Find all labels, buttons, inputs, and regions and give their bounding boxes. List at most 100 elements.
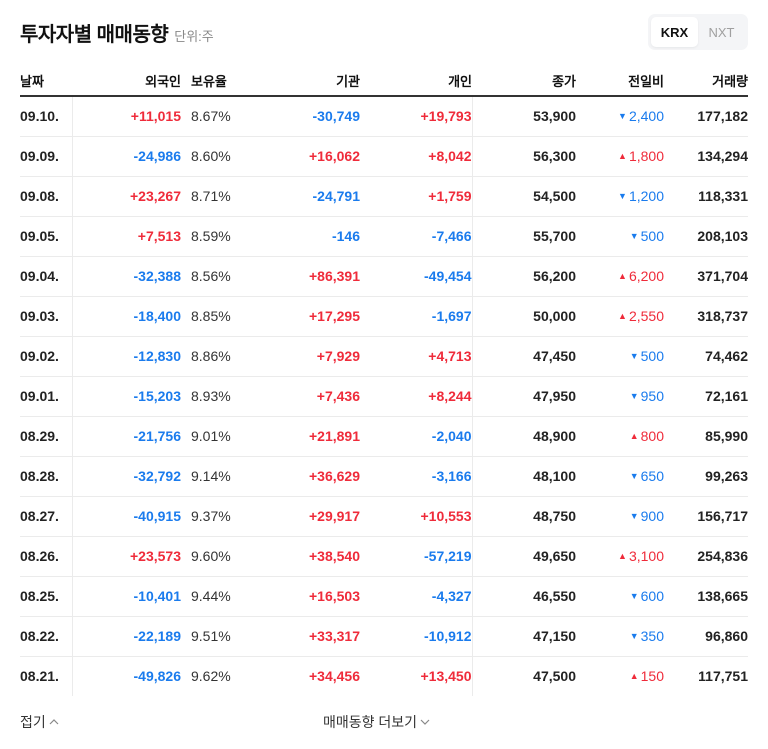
cell-close: 48,900: [472, 416, 576, 457]
cell-close: 50,000: [472, 296, 576, 337]
cell-individual: -49,454: [360, 256, 473, 297]
cell-date: 09.09.: [20, 136, 73, 177]
up-triangle-icon: ▲: [618, 271, 627, 281]
change-value: 6,200: [628, 268, 664, 284]
cell-close: 49,650: [472, 536, 576, 577]
more-trading-label: 매매동향 더보기: [323, 714, 418, 730]
cell-close: 53,900: [472, 96, 576, 137]
cell-individual: -1,697: [360, 296, 473, 337]
column-header-holding: 보유율: [181, 65, 245, 97]
table-row: 08.21. -49,826 9.62% +34,456 +13,450 47,500 ▲ 1…: [20, 656, 748, 696]
cell-volume: 134,294: [664, 136, 748, 177]
cell-institution: +86,391: [245, 256, 360, 297]
cell-change: ▼ 600: [576, 576, 664, 617]
cell-individual: -2,040: [360, 416, 473, 457]
cell-foreign: -40,915: [72, 496, 181, 537]
cell-holding: 9.44%: [181, 576, 245, 617]
cell-individual: -4,327: [360, 576, 473, 617]
investor-trading-table: 날짜 외국인 보유율 기관 개인 종가 전일비 거래량 09.10. +11,01…: [20, 65, 748, 696]
cell-holding: 8.59%: [181, 216, 245, 257]
cell-institution: -30,749: [245, 96, 360, 137]
cell-volume: 99,263: [664, 456, 748, 497]
up-triangle-icon: ▲: [618, 311, 627, 321]
cell-date: 08.26.: [20, 536, 73, 577]
cell-institution: +21,891: [245, 416, 360, 457]
change-value: 1,200: [628, 188, 664, 204]
cell-institution: +38,540: [245, 536, 360, 577]
cell-individual: +8,244: [360, 376, 473, 417]
cell-foreign: -32,792: [72, 456, 181, 497]
cell-volume: 318,737: [664, 296, 748, 337]
cell-institution: +29,917: [245, 496, 360, 537]
market-option-nxt[interactable]: NXT: [708, 24, 735, 40]
cell-date: 08.21.: [20, 656, 73, 696]
chevron-up-icon: [49, 719, 59, 725]
cell-close: 54,500: [472, 176, 576, 217]
cell-change: ▲ 6,200: [576, 256, 664, 297]
cell-foreign: -12,830: [72, 336, 181, 377]
market-option-krx[interactable]: KRX: [651, 17, 698, 47]
change-value: 150: [640, 668, 664, 685]
cell-change: ▼ 650: [576, 456, 664, 497]
down-triangle-icon: ▼: [629, 391, 639, 401]
cell-close: 55,700: [472, 216, 576, 257]
cell-holding: 9.37%: [181, 496, 245, 537]
down-triangle-icon: ▼: [629, 511, 639, 521]
table-row: 09.04. -32,388 8.56% +86,391 -49,454 56,200 ▲ 6…: [20, 256, 748, 297]
market-toggle: KRX NXT: [648, 14, 748, 50]
table-row: 08.25. -10,401 9.44% +16,503 -4,327 46,550 ▼ 60…: [20, 576, 748, 617]
cell-close: 48,100: [472, 456, 576, 497]
fold-button[interactable]: 접기: [20, 712, 60, 732]
cell-foreign: +7,513: [72, 216, 181, 257]
cell-foreign: -32,388: [72, 256, 181, 297]
cell-individual: -57,219: [360, 536, 473, 577]
cell-date: 09.05.: [20, 216, 73, 257]
table-row: 09.10. +11,015 8.67% -30,749 +19,793 53,900 ▼ 2…: [20, 96, 748, 137]
cell-foreign: -10,401: [72, 576, 181, 617]
cell-foreign: -24,986: [72, 136, 181, 177]
cell-change: ▲ 2,550: [576, 296, 664, 337]
cell-close: 47,500: [533, 668, 576, 685]
down-triangle-icon: ▼: [629, 631, 639, 641]
cell-institution: -146: [245, 216, 360, 257]
cell-institution: +17,295: [245, 296, 360, 337]
column-header-volume: 거래량: [664, 65, 748, 97]
unit-label: 단위:주: [174, 29, 214, 44]
cell-volume: 96,860: [664, 616, 748, 657]
cell-change: ▼ 1,200: [576, 176, 664, 217]
cell-date: 09.04.: [20, 256, 73, 297]
down-triangle-icon: ▼: [629, 591, 639, 601]
change-value: 600: [640, 588, 664, 604]
cell-change: ▲ 3,100: [576, 536, 664, 577]
up-triangle-icon: ▲: [618, 151, 627, 161]
cell-foreign: +23,573: [72, 536, 181, 577]
change-value: 500: [640, 348, 664, 364]
cell-close: 56,200: [472, 256, 576, 297]
change-value: 1,800: [628, 148, 664, 164]
more-trading-button[interactable]: 매매동향 더보기: [323, 712, 431, 732]
change-value: 500: [640, 228, 664, 244]
cell-holding: 8.86%: [181, 336, 245, 377]
table-header-row: 날짜 외국인 보유율 기관 개인 종가 전일비 거래량: [20, 65, 748, 97]
up-triangle-icon: ▲: [618, 551, 627, 561]
cell-close: 48,750: [472, 496, 576, 537]
cell-volume: 138,665: [664, 576, 748, 617]
down-triangle-icon: ▼: [629, 471, 639, 481]
up-triangle-icon: ▲: [629, 431, 639, 441]
cell-volume: 118,331: [664, 176, 748, 217]
cell-individual: +4,713: [360, 336, 473, 377]
column-header-individual: 개인: [360, 65, 472, 97]
down-triangle-icon: ▼: [629, 231, 639, 241]
chevron-down-icon: [420, 719, 430, 725]
cell-foreign: +11,015: [72, 96, 181, 137]
cell-institution: +7,436: [245, 376, 360, 417]
cell-change: ▼ 950: [576, 376, 664, 417]
cell-individual: +13,450: [360, 656, 473, 696]
cell-date: 08.28.: [20, 456, 73, 497]
cell-volume: 72,161: [664, 376, 748, 417]
cell-volume: 254,836: [664, 536, 748, 577]
change-value: 950: [640, 388, 664, 404]
cell-change: ▼ 350: [576, 616, 664, 657]
cell-change: ▼ 2,400: [576, 96, 664, 137]
change-value: 2,550: [628, 308, 664, 324]
